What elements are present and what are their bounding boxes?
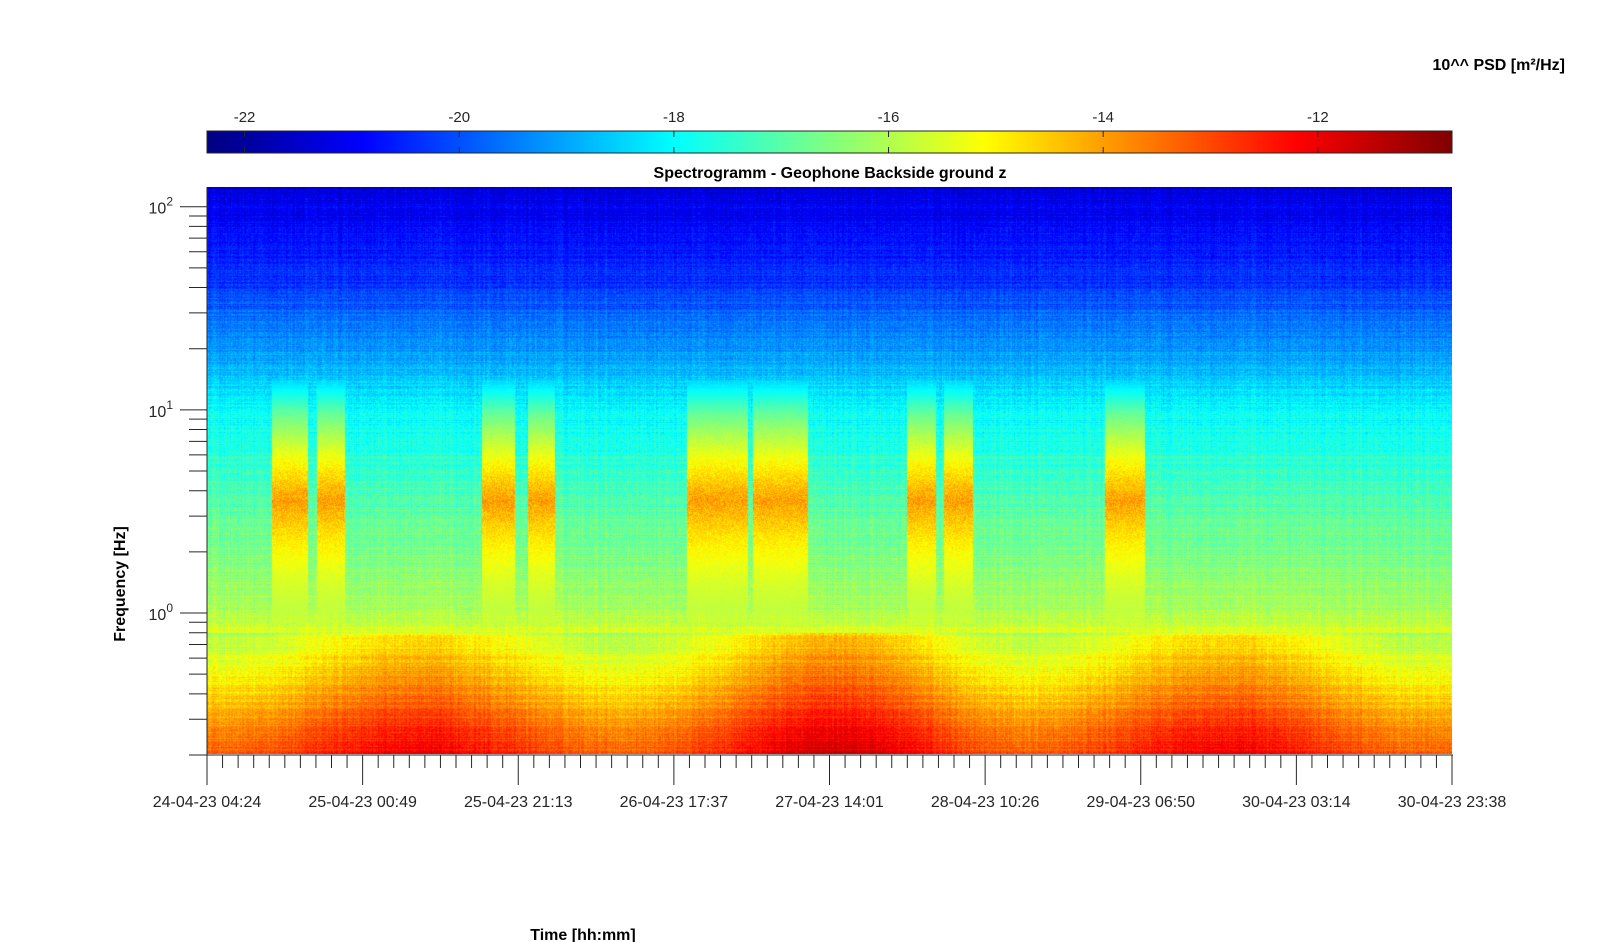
colorbar-tick-label: -18 [663,109,685,126]
y-tick-label: 101 [149,398,174,421]
x-tick-label: 28-04-23 10:26 [931,794,1040,811]
x-axis-label: Time [hh:mm] [530,927,635,942]
y-tick-exponent: 2 [166,195,173,209]
chart-title: Spectrogramm - Geophone Backside ground … [654,165,1007,182]
colorbar-tick-label: -16 [878,109,900,126]
colorbar-tick-label: -14 [1092,109,1114,126]
y-tick-base: 10 [149,201,167,218]
x-tick-label: 26-04-23 17:37 [620,794,729,811]
colorbar-tick-label: -12 [1307,109,1329,126]
y-axis-label: Frequency [Hz] [112,526,129,642]
x-tick-label: 25-04-23 21:13 [464,794,573,811]
x-axis-ticks: 24-04-23 04:24 25-04-23 00:49 25-04-23 21:… [153,755,1507,811]
y-tick-exponent: 0 [166,601,173,615]
colorbar-tick-label: -22 [234,109,256,126]
y-tick-base: 10 [149,607,167,624]
colorbar-label: 10^^ PSD [m²/Hz] [1433,57,1565,74]
colorbar-strip [207,131,1452,153]
x-tick-label: 30-04-23 23:38 [1398,794,1507,811]
colorbar: -22 -20 -18 -16 -14 -12 [206,109,1453,154]
y-tick-base: 10 [149,404,167,421]
x-tick-label: 29-04-23 06:50 [1086,794,1195,811]
colorbar-ticks: -22 -20 -18 -16 -14 -12 [234,109,1329,153]
colorbar-frame [206,130,1453,154]
x-tick-label: 30-04-23 03:14 [1242,794,1351,811]
spectrogram-canvas [207,187,1452,754]
colorbar-tick-label: -20 [448,109,470,126]
spectrogram-image [207,187,1452,754]
y-tick-exponent: 1 [166,398,173,412]
x-tick-label: 24-04-23 04:24 [153,794,262,811]
y-tick-label: 102 [149,195,174,218]
x-tick-label: 25-04-23 00:49 [308,794,417,811]
x-tick-label: 27-04-23 14:01 [775,794,884,811]
y-tick-label: 100 [149,601,174,624]
